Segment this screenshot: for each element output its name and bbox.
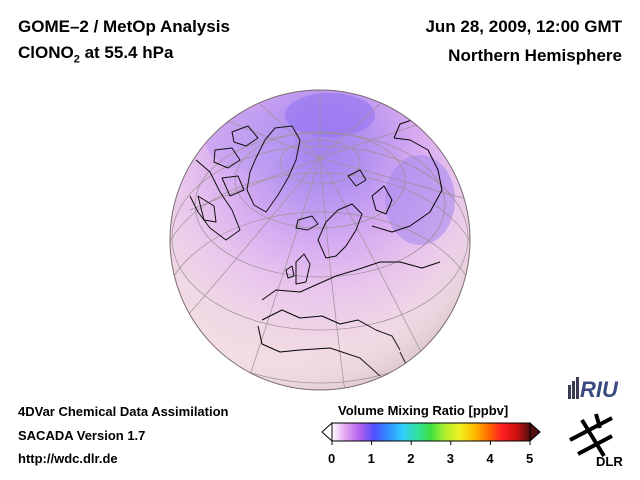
globe-outline <box>169 89 471 391</box>
website-link[interactable]: http://wdc.dlr.de <box>18 451 118 466</box>
riu-logo: RIU <box>568 377 619 402</box>
colorbar-tick-label: 4 <box>486 451 494 466</box>
hemisphere-label: Northern Hemisphere <box>448 46 622 65</box>
assimilation-label: 4DVar Chemical Data Assimilation <box>18 404 229 419</box>
dlr-logo: DLR <box>569 413 623 469</box>
species-name: ClONO <box>18 43 74 62</box>
colorbar-tick-label: 0 <box>328 451 336 466</box>
colorbar-tick-label: 3 <box>446 451 455 466</box>
colorbar-tick-label: 5 <box>526 451 534 466</box>
pressure-level: at 55.4 hPa <box>79 43 174 62</box>
map-subtitle: ClONO2 at 55.4 hPa <box>18 43 173 65</box>
version-label: SACADA Version 1.7 <box>18 428 146 443</box>
colorbar-gradient <box>331 422 531 442</box>
colorbar-max-arrow <box>529 421 541 443</box>
globe-shading <box>170 90 470 390</box>
colorbar-min-arrow <box>321 421 333 443</box>
dlr-logo-text: DLR <box>596 454 623 469</box>
colorbar-tick-label: 2 <box>407 451 415 466</box>
analysis-date: Jun 28, 2009, 12:00 GMT <box>425 17 622 36</box>
map-title: GOME–2 / MetOp Analysis <box>18 17 230 36</box>
colorbar-title: Volume Mixing Ratio [ppbv] <box>338 403 509 418</box>
colorbar-tick-label: 1 <box>367 451 375 466</box>
riu-logo-text: RIU <box>580 377 619 402</box>
species-subscript: 2 <box>73 53 80 66</box>
